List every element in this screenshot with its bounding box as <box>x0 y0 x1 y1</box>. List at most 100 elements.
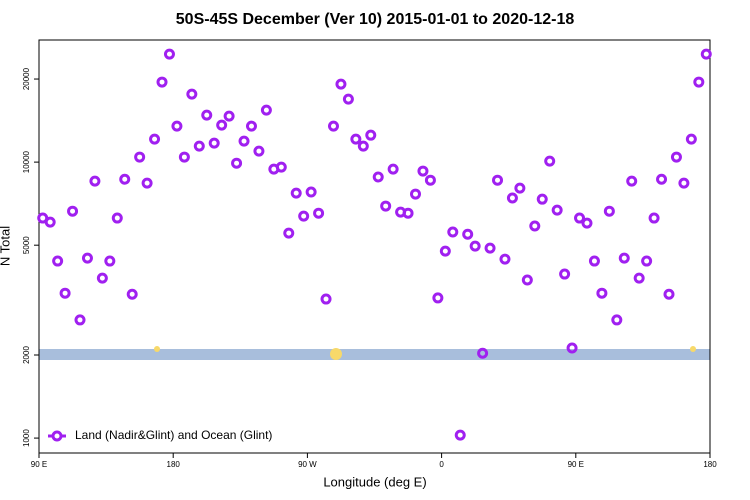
data-point <box>156 76 168 88</box>
data-point <box>410 188 422 200</box>
data-point <box>201 109 213 121</box>
data-point <box>163 48 175 60</box>
data-point <box>111 212 123 224</box>
data-point <box>313 207 325 219</box>
glint-dot <box>330 348 342 360</box>
data-point <box>208 137 220 149</box>
data-point <box>417 165 429 177</box>
data-point <box>89 175 101 187</box>
data-point <box>574 212 586 224</box>
y-tick-label: 1000 <box>22 429 31 447</box>
data-point <box>298 210 310 222</box>
x-tick-label: 90 E <box>31 460 47 469</box>
data-point <box>283 227 295 239</box>
chart-title: 50S-45S December (Ver 10) 2015-01-01 to … <box>176 11 575 28</box>
data-point <box>216 119 228 131</box>
data-point <box>641 255 653 267</box>
data-point <box>492 174 504 186</box>
legend-symbol <box>51 430 63 442</box>
data-point <box>581 217 593 229</box>
data-point <box>648 212 660 224</box>
x-tick-label: 180 <box>167 460 181 469</box>
data-point <box>469 240 481 252</box>
data-point <box>305 186 317 198</box>
data-point <box>119 173 131 185</box>
y-axis-label: N Total <box>0 226 12 266</box>
data-point <box>231 157 243 169</box>
data-point <box>439 245 451 257</box>
data-point <box>499 253 511 265</box>
data-point <box>67 205 79 217</box>
data-point <box>260 104 272 116</box>
data-point <box>700 48 712 60</box>
data-point <box>656 173 668 185</box>
glint-dot <box>690 346 696 352</box>
data-point <box>633 272 645 284</box>
data-point <box>663 288 675 300</box>
data-point <box>350 133 362 145</box>
x-tick-label: 0 <box>439 460 444 469</box>
data-point <box>484 242 496 254</box>
glint-dot <box>154 346 160 352</box>
data-point <box>693 76 705 88</box>
x-axis-label: Longitude (deg E) <box>323 474 426 489</box>
data-point <box>402 207 414 219</box>
data-point <box>566 342 578 354</box>
data-point <box>253 145 265 157</box>
data-point <box>462 228 474 240</box>
data-point <box>551 204 563 216</box>
data-point <box>275 161 287 173</box>
data-point <box>626 175 638 187</box>
ocean-band <box>39 349 710 360</box>
data-point <box>387 163 399 175</box>
data-point <box>424 174 436 186</box>
data-point <box>245 120 257 132</box>
data-point <box>171 120 183 132</box>
data-point <box>514 182 526 194</box>
data-point <box>544 155 556 167</box>
data-point <box>238 135 250 147</box>
legend-label: Land (Nadir&Glint) and Ocean (Glint) <box>75 428 272 442</box>
data-point <box>96 272 108 284</box>
data-point <box>603 205 615 217</box>
data-point <box>380 200 392 212</box>
y-tick-label: 20000 <box>22 67 31 90</box>
data-point <box>126 288 138 300</box>
x-tick-label: 90 W <box>298 460 317 469</box>
data-point <box>670 151 682 163</box>
data-point <box>193 140 205 152</box>
data-point <box>327 120 339 132</box>
data-point <box>59 287 71 299</box>
data-point <box>611 314 623 326</box>
plot-frame <box>38 39 711 454</box>
data-point <box>44 216 56 228</box>
data-point <box>320 293 332 305</box>
data-point <box>74 314 86 326</box>
data-point <box>678 177 690 189</box>
data-point <box>141 177 153 189</box>
data-point <box>186 88 198 100</box>
data-point <box>454 429 466 441</box>
data-point <box>432 292 444 304</box>
data-point <box>365 129 377 141</box>
data-point <box>536 193 548 205</box>
data-point <box>506 192 518 204</box>
data-point <box>529 220 541 232</box>
data-point <box>618 252 630 264</box>
data-point <box>477 347 489 359</box>
data-point <box>223 110 235 122</box>
data-point <box>685 133 697 145</box>
data-point <box>290 187 302 199</box>
data-point <box>372 171 384 183</box>
data-point <box>134 151 146 163</box>
data-point <box>178 151 190 163</box>
data-point <box>447 226 459 238</box>
data-point <box>81 252 93 264</box>
data-point <box>521 274 533 286</box>
data-point <box>52 255 64 267</box>
y-tick-label: 5000 <box>22 236 31 254</box>
y-tick-label: 2000 <box>22 346 31 364</box>
data-point <box>342 93 354 105</box>
